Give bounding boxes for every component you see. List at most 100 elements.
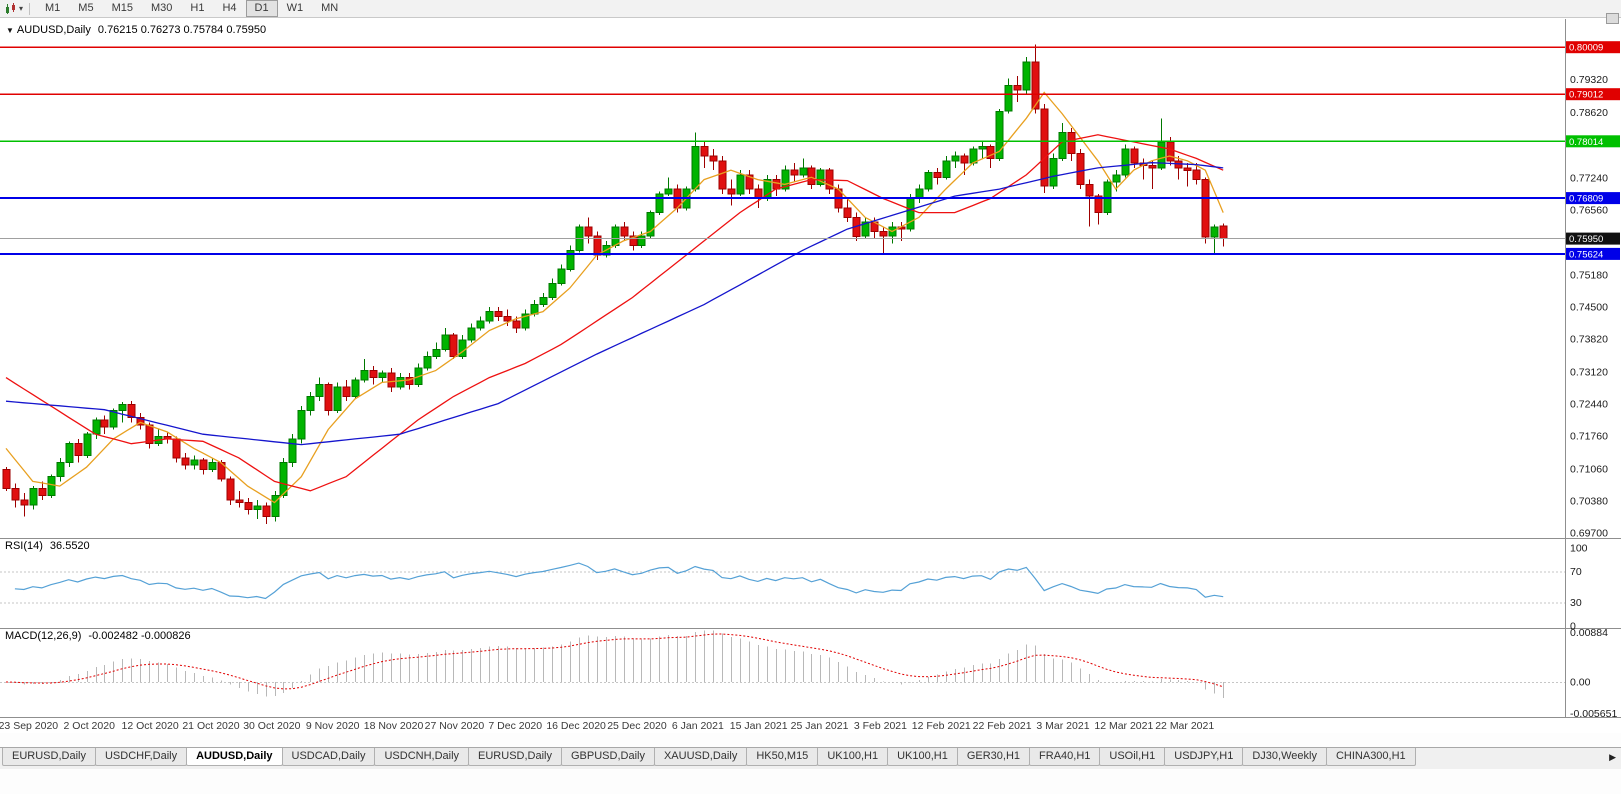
svg-text:9 Nov 2020: 9 Nov 2020 (306, 720, 360, 732)
timeframe-button-d1[interactable]: D1 (245, 0, 278, 17)
svg-text:27 Nov 2020: 27 Nov 2020 (425, 720, 485, 732)
svg-text:0.00884: 0.00884 (1570, 627, 1608, 639)
chart-canvas[interactable]: 0.79320 0.78620 0.77240 0.76560 0.75180 0.745… (0, 19, 1621, 733)
tab-strip: EURUSD,Daily USDCHF,Daily AUDUSD,Daily USDC… (0, 747, 1621, 769)
svg-text:0.72440: 0.72440 (1570, 399, 1608, 411)
chart-tab-gbpusd-daily[interactable]: GBPUSD,Daily (561, 748, 655, 766)
chart-tab-usoil-h1[interactable]: USOil,H1 (1099, 748, 1166, 766)
timeframe-button-h1[interactable]: H1 (190, 2, 205, 14)
chart-tab-eurusd-daily[interactable]: EURUSD,Daily (468, 748, 562, 766)
svg-text:0.73820: 0.73820 (1570, 333, 1608, 345)
svg-text:0.75180: 0.75180 (1570, 269, 1608, 281)
svg-text:15 Jan 2021: 15 Jan 2021 (730, 720, 788, 732)
chart-ohlc-values: 0.76215 0.76273 0.75784 0.75950 (97, 24, 267, 36)
svg-text:0.74500: 0.74500 (1570, 301, 1608, 313)
moving-averages-layer (5, 91, 1224, 504)
chart-tab-hk50-m15[interactable]: HK50,M15 (746, 748, 819, 766)
chevron-down-icon[interactable]: ▾ (19, 4, 24, 13)
svg-text:12 Mar 2021: 12 Mar 2021 (1094, 720, 1153, 732)
macd-signal-layer (5, 633, 1224, 690)
svg-text:0.73120: 0.73120 (1570, 366, 1608, 378)
rsi-layer (14, 562, 1224, 600)
timeframe-button-m5[interactable]: M5 (78, 2, 94, 14)
candlestick-icon-glyph (6, 2, 15, 14)
timeframe-group: M1 M5 M15 M30 H1 H4 D1 W1 MN (36, 0, 347, 17)
svg-text:0.76560: 0.76560 (1570, 204, 1608, 216)
chart-type-icon[interactable] (4, 2, 18, 15)
chart-tab-xauusd-daily[interactable]: XAUUSD,Daily (653, 748, 748, 766)
timeframe-button-m30[interactable]: M30 (150, 2, 173, 14)
svg-text:22 Feb 2021: 22 Feb 2021 (973, 720, 1032, 732)
svg-text:0.78014: 0.78014 (1569, 137, 1603, 148)
timeframe-button-w1[interactable]: W1 (286, 2, 304, 14)
svg-text:30: 30 (1570, 597, 1582, 609)
chart-tab-dj30-weekly[interactable]: DJ30,Weekly (1242, 748, 1327, 766)
svg-text:23 Sep 2020: 23 Sep 2020 (0, 720, 58, 732)
chart-tab-uk100-h1[interactable]: UK100,H1 (887, 748, 958, 766)
svg-text:2 Oct 2020: 2 Oct 2020 (64, 720, 116, 732)
svg-text:-0.005651: -0.005651 (1570, 708, 1617, 720)
rsi-pane-label: RSI(14) 36.5520 (5, 540, 97, 552)
timeframe-button-m15[interactable]: M15 (111, 2, 133, 14)
rsi-indicator-name: RSI(14) (5, 540, 43, 552)
timeframes-toolbar: ▾ M1 M5 M15 M30 H1 H4 D1 W1 MN (0, 0, 1621, 18)
svg-text:0.69700: 0.69700 (1570, 528, 1608, 540)
svg-text:25 Dec 2020: 25 Dec 2020 (607, 720, 667, 732)
macd-indicator-name: MACD(12,26,9) (5, 630, 82, 642)
timeframe-button-mn[interactable]: MN (321, 2, 339, 14)
price-axis-labels: 0.79320 0.78620 0.77240 0.76560 0.75180 0.745… (1570, 74, 1617, 720)
chart-tab-audusd-daily[interactable]: AUDUSD,Daily (186, 748, 283, 766)
ma-line-fast-orange (5, 91, 1224, 504)
svg-text:0.70380: 0.70380 (1570, 496, 1608, 508)
timeframe-button-m1[interactable]: M1 (45, 2, 61, 14)
svg-text:0.76809: 0.76809 (1569, 194, 1603, 205)
workspace-bottom: EURUSD,Daily USDCHF,Daily AUDUSD,Daily USDC… (0, 733, 1621, 794)
chart-tab-china300-h1[interactable]: CHINA300,H1 (1325, 748, 1416, 766)
chart-tab-eurusd-daily[interactable]: EURUSD,Daily (2, 748, 96, 766)
svg-text:16 Dec 2020: 16 Dec 2020 (546, 720, 606, 732)
chart-corner-button[interactable] (1606, 13, 1619, 24)
chart-title: ▼ AUDUSD,Daily 0.76215 0.76273 0.75784 0.7… (6, 24, 273, 36)
price-axis-badges: 0.80009 0.79012 0.78014 0.76809 0.75624 0.759… (1566, 41, 1620, 260)
chart-tab-usdjpy-h1[interactable]: USDJPY,H1 (1164, 748, 1244, 766)
svg-text:0.75624: 0.75624 (1569, 249, 1603, 260)
svg-text:21 Oct 2020: 21 Oct 2020 (182, 720, 239, 732)
triangle-down-icon[interactable]: ▼ (6, 26, 14, 35)
svg-text:12 Oct 2020: 12 Oct 2020 (121, 720, 178, 732)
chart-tab-fra40-h1[interactable]: FRA40,H1 (1029, 748, 1101, 766)
svg-text:0.80009: 0.80009 (1569, 43, 1603, 54)
svg-text:0.77240: 0.77240 (1570, 172, 1608, 184)
chart-tab-usdchf-daily[interactable]: USDCHF,Daily (94, 748, 188, 766)
svg-text:0.78620: 0.78620 (1570, 107, 1608, 119)
svg-text:22 Mar 2021: 22 Mar 2021 (1155, 720, 1214, 732)
svg-text:0.71760: 0.71760 (1570, 431, 1608, 443)
rsi-line (14, 562, 1224, 600)
svg-text:0.00: 0.00 (1570, 677, 1591, 689)
tab-scroll-right-button[interactable]: ▶ (1609, 752, 1616, 762)
macd-current-values: -0.002482 -0.000826 (88, 630, 191, 642)
svg-text:0.79012: 0.79012 (1569, 90, 1603, 101)
svg-text:0.75950: 0.75950 (1569, 234, 1603, 245)
svg-text:3 Feb 2021: 3 Feb 2021 (854, 720, 907, 732)
toolbar-separator (29, 2, 31, 15)
chart-tab-usdcad-daily[interactable]: USDCAD,Daily (281, 748, 376, 766)
level-lines-layer (0, 46, 1565, 255)
svg-text:6 Jan 2021: 6 Jan 2021 (672, 720, 724, 732)
svg-text:3 Mar 2021: 3 Mar 2021 (1036, 720, 1089, 732)
ma-line-mid-red (5, 134, 1224, 492)
chart-tab-ger30-h1[interactable]: GER30,H1 (956, 748, 1031, 766)
chart-tab-uk100-h1[interactable]: UK100,H1 (817, 748, 889, 766)
chart-symbol-label: AUDUSD,Daily (16, 24, 91, 36)
date-axis-labels: 23 Sep 2020 2 Oct 2020 12 Oct 2020 21 Oct 2… (0, 720, 1214, 732)
svg-text:0: 0 (1570, 621, 1576, 633)
chart-tab-usdcnh-daily[interactable]: USDCNH,Daily (374, 748, 470, 766)
macd-signal-line (5, 633, 1224, 690)
macd-pane-label: MACD(12,26,9) -0.002482 -0.000826 (5, 630, 198, 642)
pane-dividers (0, 19, 1621, 718)
svg-text:70: 70 (1570, 566, 1582, 578)
svg-text:0.71060: 0.71060 (1570, 464, 1608, 476)
timeframe-button-h4[interactable]: H4 (222, 2, 237, 14)
svg-text:25 Jan 2021: 25 Jan 2021 (791, 720, 849, 732)
svg-text:30 Oct 2020: 30 Oct 2020 (243, 720, 300, 732)
